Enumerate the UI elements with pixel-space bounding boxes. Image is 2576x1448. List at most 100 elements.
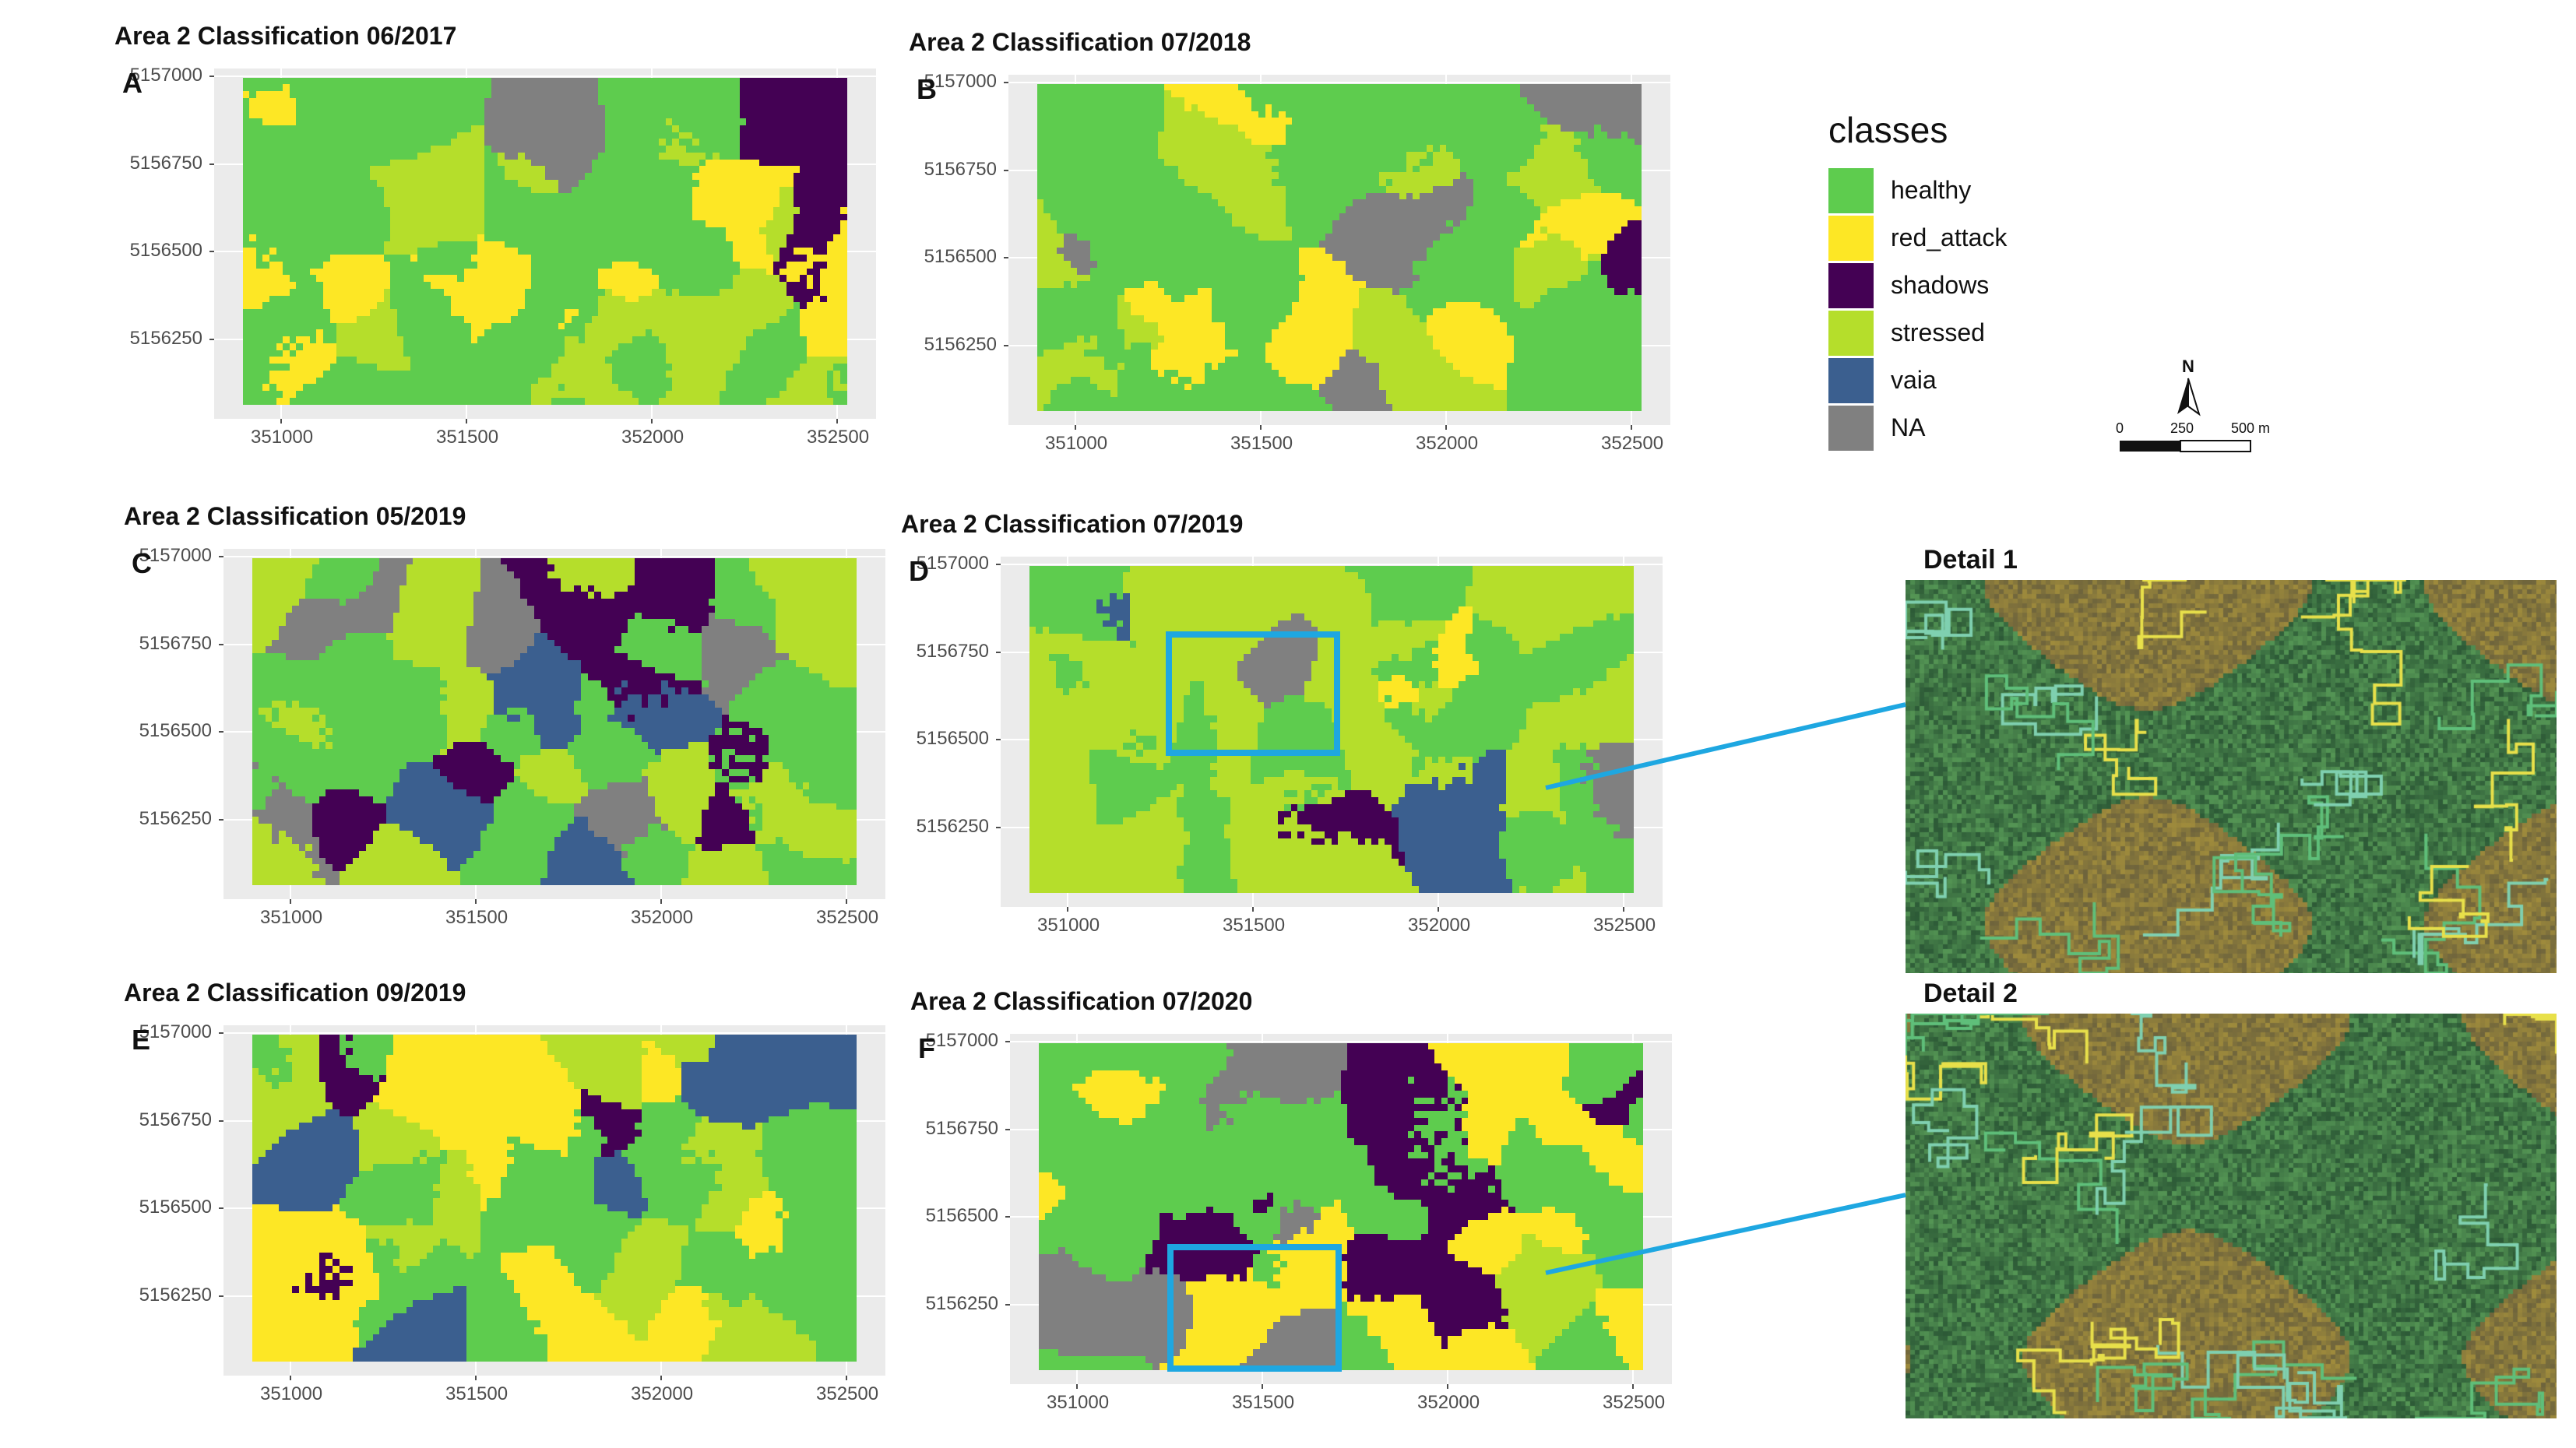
zoom-highlight-box [1167, 1244, 1342, 1372]
legend-label: stressed [1891, 318, 1985, 346]
classification-raster [1037, 84, 1642, 411]
x-tick-mark [466, 419, 467, 424]
y-tick-mark [219, 818, 223, 821]
scale-label-500: 500 m [2231, 420, 2270, 436]
panel-d: Area 2 Classification 07/2019 D 5157000 515… [892, 510, 1670, 954]
x-tick-mark [846, 1376, 847, 1380]
panel-label: D [909, 555, 929, 587]
y-tick-label: 5157000 [924, 71, 997, 92]
y-tick-mark [219, 556, 223, 557]
x-tick-label: 352000 [631, 907, 694, 928]
plot-area [223, 549, 885, 899]
panel-label: B [917, 73, 937, 105]
y-tick-mark [219, 643, 223, 645]
x-tick-label: 351500 [445, 907, 509, 928]
x-tick-label: 351000 [1047, 1392, 1110, 1413]
y-tick-mark [996, 826, 1001, 828]
y-tick-label: 5156250 [139, 1284, 212, 1306]
x-tick-label: 352500 [1601, 433, 1664, 454]
x-tick-label: 352000 [1417, 1392, 1480, 1413]
y-tick-label: 5156250 [925, 1292, 998, 1314]
x-tick-mark [1076, 1384, 1078, 1389]
detail-1-title: Detail 1 [1923, 545, 2018, 575]
y-tick-label: 5156500 [925, 1205, 998, 1226]
legend-swatch-na [1828, 405, 1874, 451]
scale-label-0: 0 [2116, 420, 2124, 436]
x-tick-label: 351500 [445, 1383, 509, 1404]
legend-label: NA [1891, 413, 1926, 441]
y-tick-label: 5156250 [129, 327, 202, 349]
y-tick-mark [1004, 344, 1008, 346]
x-tick-mark [290, 899, 291, 904]
legend-swatch-stressed [1828, 310, 1874, 356]
panel-title: Area 2 Classification 07/2018 [909, 28, 1251, 56]
x-tick-label: 352500 [1603, 1392, 1666, 1413]
y-tick-label: 5156500 [139, 1197, 212, 1218]
y-tick-label: 5156250 [924, 333, 997, 355]
legend-swatch-shadows [1828, 262, 1874, 308]
y-tick-label: 5156250 [916, 815, 989, 837]
plot-area [223, 1025, 885, 1376]
compass-scale-bar: N 0 250 500 m [2110, 350, 2289, 467]
north-arrow-icon: N 0 250 500 m [2116, 357, 2270, 452]
y-tick-label: 5156750 [129, 152, 202, 174]
x-tick-label: 352000 [631, 1383, 694, 1404]
y-tick-mark [219, 1207, 223, 1209]
x-tick-label: 352000 [621, 427, 684, 448]
classification-raster [252, 558, 857, 885]
y-tick-mark [209, 163, 214, 165]
y-tick-mark [996, 739, 1001, 740]
x-tick-mark [1260, 425, 1262, 430]
detail-2-image [1906, 1014, 2557, 1418]
detail-2-canvas [1906, 1014, 2557, 1418]
y-tick-label: 5157000 [925, 1030, 998, 1051]
x-tick-label: 351500 [1223, 915, 1286, 936]
x-tick-mark [1445, 425, 1447, 430]
classification-raster [1029, 566, 1634, 893]
y-tick-mark [219, 731, 223, 733]
legend-item-vaia: vaia [1828, 357, 2007, 404]
classification-raster [252, 1035, 857, 1362]
legend-swatch-vaia [1828, 357, 1874, 403]
plot-area [1008, 75, 1670, 425]
x-tick-mark [475, 1376, 477, 1380]
y-tick-label: 5157000 [916, 553, 989, 574]
x-tick-mark [1447, 1384, 1448, 1389]
y-tick-mark [996, 564, 1001, 565]
panel-title: Area 2 Classification 09/2019 [124, 979, 466, 1007]
x-tick-mark [1067, 907, 1068, 912]
x-tick-mark [651, 419, 653, 424]
panel-label: A [122, 67, 143, 99]
legend-item-shadows: shadows [1828, 262, 2007, 309]
y-tick-label: 5157000 [139, 1021, 212, 1042]
x-tick-label: 352000 [1408, 915, 1471, 936]
y-tick-mark [1005, 1303, 1010, 1306]
x-tick-label: 352500 [816, 1383, 879, 1404]
x-tick-label: 352500 [807, 427, 870, 448]
x-tick-mark [1262, 1384, 1263, 1389]
legend-item-red-attack: red_attack [1828, 214, 2007, 262]
legend-label: healthy [1891, 176, 1972, 204]
detail-1-image [1906, 580, 2557, 973]
x-tick-mark [1632, 1384, 1634, 1389]
x-tick-label: 352500 [816, 907, 879, 928]
y-tick-label: 5156750 [916, 640, 989, 662]
y-tick-mark [1005, 1216, 1010, 1218]
legend-item-na: NA [1828, 404, 2007, 452]
x-tick-label: 351500 [1232, 1392, 1295, 1413]
y-tick-mark [209, 251, 214, 252]
x-tick-label: 352000 [1416, 433, 1479, 454]
y-tick-mark [219, 1119, 223, 1122]
y-tick-label: 5157000 [129, 65, 202, 86]
x-tick-label: 351500 [436, 427, 499, 448]
x-tick-label: 351000 [260, 1383, 323, 1404]
legend-title: classes [1828, 110, 1948, 150]
x-tick-mark [290, 1376, 291, 1380]
legend-item-healthy: healthy [1828, 167, 2007, 214]
x-tick-mark [1438, 907, 1439, 912]
y-tick-label: 5156500 [916, 728, 989, 749]
x-tick-mark [475, 899, 477, 904]
legend-item-stressed: stressed [1828, 309, 2007, 357]
x-tick-mark [1075, 425, 1076, 430]
x-tick-label: 351000 [1045, 433, 1108, 454]
